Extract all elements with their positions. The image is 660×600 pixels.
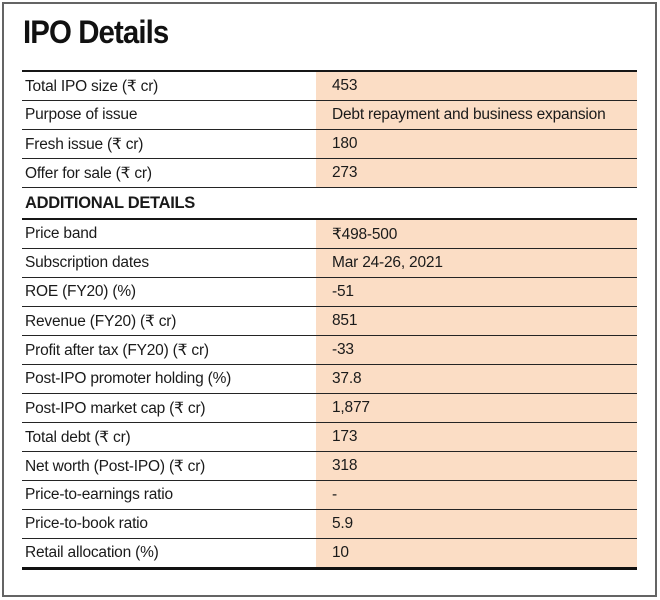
table-row: Profit after tax (FY20) (₹ cr) -33 xyxy=(22,336,637,365)
row-value: ₹498-500 xyxy=(316,220,637,248)
row-label: Subscription dates xyxy=(22,249,316,277)
table-row: Post-IPO promoter holding (%) 37.8 xyxy=(22,365,637,394)
table-row: Post-IPO market cap (₹ cr) 1,877 xyxy=(22,394,637,423)
page-title: IPO Details xyxy=(23,14,169,50)
row-value: 37.8 xyxy=(316,365,637,393)
row-value: 10 xyxy=(316,539,637,567)
row-label: Fresh issue (₹ cr) xyxy=(22,130,316,158)
row-value: 5.9 xyxy=(316,510,637,538)
table-row: Subscription dates Mar 24-26, 2021 xyxy=(22,249,637,278)
row-label: Profit after tax (FY20) (₹ cr) xyxy=(22,336,316,364)
row-label: Purpose of issue xyxy=(22,101,316,129)
row-value: 173 xyxy=(316,423,637,451)
section-header: ADDITIONAL DETAILS xyxy=(22,188,637,220)
row-label: Revenue (FY20) (₹ cr) xyxy=(22,307,316,335)
table-row: Price-to-book ratio 5.9 xyxy=(22,510,637,539)
row-value: 1,877 xyxy=(316,394,637,422)
row-label: Price-to-book ratio xyxy=(22,510,316,538)
row-value: 180 xyxy=(316,130,637,158)
row-value: 318 xyxy=(316,452,637,480)
row-value: -33 xyxy=(316,336,637,364)
row-label: Price band xyxy=(22,220,316,248)
row-label: Post-IPO market cap (₹ cr) xyxy=(22,394,316,422)
table-row: Purpose of issue Debt repayment and busin… xyxy=(22,101,637,130)
row-label: Price-to-earnings ratio xyxy=(22,481,316,509)
row-label: Post-IPO promoter holding (%) xyxy=(22,365,316,393)
table-row: Price-to-earnings ratio - xyxy=(22,481,637,510)
table-row: Net worth (Post-IPO) (₹ cr) 318 xyxy=(22,452,637,481)
row-label: ROE (FY20) (%) xyxy=(22,278,316,306)
row-value: -51 xyxy=(316,278,637,306)
row-value: Debt repayment and business expansion xyxy=(316,101,637,129)
table-row: Offer for sale (₹ cr) 273 xyxy=(22,159,637,188)
table-row: Retail allocation (%) 10 xyxy=(22,539,637,570)
table-row: Total IPO size (₹ cr) 453 xyxy=(22,72,637,101)
row-label: Total debt (₹ cr) xyxy=(22,423,316,451)
row-value: - xyxy=(316,481,637,509)
row-value: 851 xyxy=(316,307,637,335)
row-value: 453 xyxy=(316,72,637,100)
table-row: Price band ₹498-500 xyxy=(22,220,637,249)
table-row: Revenue (FY20) (₹ cr) 851 xyxy=(22,307,637,336)
row-value: Mar 24-26, 2021 xyxy=(316,249,637,277)
ipo-details-table: Total IPO size (₹ cr) 453 Purpose of issue… xyxy=(22,70,637,570)
row-label: Net worth (Post-IPO) (₹ cr) xyxy=(22,452,316,480)
row-label: Offer for sale (₹ cr) xyxy=(22,159,316,187)
row-label: Total IPO size (₹ cr) xyxy=(22,72,316,100)
row-value: 273 xyxy=(316,159,637,187)
row-label: Retail allocation (%) xyxy=(22,539,316,567)
table-row: Total debt (₹ cr) 173 xyxy=(22,423,637,452)
table-row: Fresh issue (₹ cr) 180 xyxy=(22,130,637,159)
table-row: ROE (FY20) (%) -51 xyxy=(22,278,637,307)
